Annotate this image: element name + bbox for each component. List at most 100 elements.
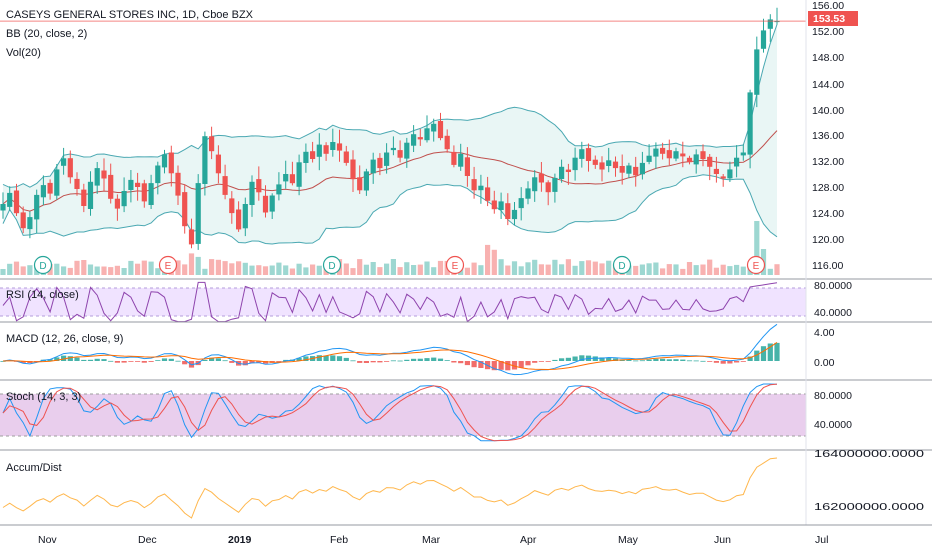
volume-bar [20,266,26,275]
volume-bar [155,268,161,275]
candle-body [40,185,46,198]
candle-body [256,179,262,193]
candle-body [458,153,464,167]
macd-histogram-bar [464,361,470,366]
candle-body [424,128,430,141]
candle-body [491,200,497,210]
candle-body [350,159,356,180]
volume-bar [686,262,693,275]
volume-bar [404,262,410,275]
macd-histogram-bar [323,355,329,361]
volume-bar [215,259,221,275]
price-tick: 124.00 [812,208,844,220]
vol-legend: Vol(20) [6,47,41,59]
volume-bar [175,260,181,275]
candle-body [195,183,201,244]
candle-body [47,182,53,194]
candle-body [316,144,322,157]
time-label: May [618,534,639,546]
macd-histogram-bar [498,361,504,370]
macd-histogram-bar [633,360,639,362]
price-tick: 156.00 [812,0,844,12]
volume-bar [94,266,100,275]
volume-bar [464,267,470,275]
macd-histogram-bar [680,359,686,361]
candle-body [740,152,746,156]
macd-histogram-bar [713,361,719,363]
price-tick: 128.00 [812,182,844,194]
candle-body [485,187,491,201]
price-tick: 152.00 [812,26,844,38]
candle-body [34,194,40,220]
macd-histogram-bar [700,360,706,362]
macd-histogram-bar [249,361,255,364]
dividend-marker-circle [33,255,53,275]
volume-bar [262,266,269,275]
volume-bar [478,265,484,275]
volume-bar [222,261,228,275]
macd-histogram-bar [343,357,349,361]
volume-bar [269,265,275,275]
volume-bar [135,263,141,275]
volume-bar [774,264,780,275]
volume-bar [565,259,571,275]
candle-body [666,150,672,159]
macd-histogram-bar [20,361,26,363]
candle-body [377,157,383,169]
volume-bar [276,262,282,275]
volume-bar [289,268,295,275]
candle-body [94,168,100,186]
macd-histogram-bar [229,361,235,363]
dividend-marker-circle [612,255,632,275]
macd-histogram-bar [94,358,100,361]
macd-histogram-bar [451,361,457,363]
volume-bar [249,265,255,275]
macd-histogram-bar [693,360,699,362]
rsi-tick: 80.0000 [814,280,852,292]
volume-bar [599,263,605,275]
volume-bar [727,266,733,275]
last-price-tag [808,11,858,26]
candle-body [606,160,612,166]
macd-histogram-bar [754,350,760,361]
candle-body [545,182,551,193]
macd-histogram-bar [108,360,114,362]
candle-body [397,150,403,158]
candle-body [384,152,390,166]
candle-body [498,201,504,210]
macd-histogram-bar [774,342,780,361]
accum-tick: 162000000.0000 [814,501,924,513]
volume-bar [431,267,437,275]
accum-tick: 164000000.0000 [814,448,924,460]
candle-body [67,158,73,178]
candle-body [330,142,336,150]
macd-histogram-bar [511,361,518,370]
macd-histogram-bar [424,358,430,361]
volume-bar [195,256,201,275]
volume-bar [417,264,423,275]
volume-bar [734,264,740,275]
volume-bar [740,266,746,275]
macd-histogram-bar [47,359,53,361]
candle-body [222,176,228,195]
volume-bar [424,261,430,275]
earnings-marker: E [746,255,766,275]
macd-histogram-bar [646,359,652,361]
volume-bar [511,261,518,275]
macd-histogram-bar [222,360,228,362]
volume-bar [639,264,645,275]
candle-body [552,177,558,192]
candle-body [101,170,107,179]
candle-body [417,137,423,140]
macd-tick: 0.00 [814,357,835,369]
macd-histogram-bar [565,357,571,361]
macd-histogram-bar [747,356,753,361]
macd-histogram-bar [296,357,302,361]
macd-histogram-bar [330,355,336,361]
rsi-pane [0,281,806,323]
macd-histogram-bar [417,358,423,361]
candle-body [236,209,242,230]
price-tick: 116.00 [812,260,843,272]
